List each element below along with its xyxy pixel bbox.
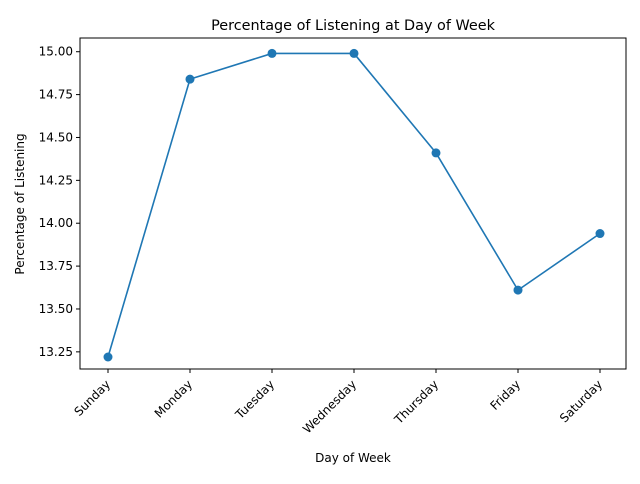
series-layer	[103, 48, 605, 362]
x-axis-label: Day of Week	[315, 451, 391, 465]
data-point	[267, 48, 277, 58]
y-tick-label: 13.50	[39, 302, 73, 316]
series-line	[107, 52, 601, 358]
y-tick-label: 14.75	[39, 88, 73, 102]
data-point	[595, 229, 605, 239]
plot-area-frame	[79, 37, 627, 370]
x-axis-ticks: Sunday Monday Tuesday Wednesday Thursday Frid…	[71, 369, 605, 436]
data-point	[431, 148, 441, 158]
x-tick-label: Monday	[152, 377, 195, 420]
data-point	[103, 352, 113, 362]
y-tick-label: 14.00	[39, 216, 73, 230]
data-point	[513, 285, 523, 295]
x-tick-label: Thursday	[391, 377, 441, 427]
x-tick-label: Tuesday	[232, 377, 277, 422]
y-axis-label: Percentage of Listening	[13, 133, 27, 274]
y-tick-label: 13.75	[39, 259, 73, 273]
x-tick-label: Wednesday	[300, 377, 359, 436]
y-tick-label: 13.25	[39, 345, 73, 359]
data-point	[349, 48, 359, 58]
y-tick-label: 14.50	[39, 130, 73, 144]
y-tick-label: 14.25	[39, 173, 73, 187]
y-axis-ticks: 13.25 13.50 13.75 14.00 14.25 14.50 14.75 15.00	[39, 45, 80, 359]
x-tick-label: Saturday	[557, 377, 605, 425]
x-tick-label: Sunday	[71, 377, 113, 419]
chart-title: Percentage of Listening at Day of Week	[211, 18, 495, 34]
x-tick-label: Friday	[488, 377, 524, 413]
y-tick-label: 15.00	[39, 45, 73, 59]
data-point	[185, 74, 195, 84]
